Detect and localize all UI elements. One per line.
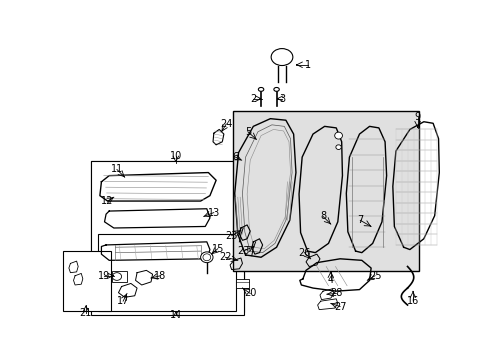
Ellipse shape	[112, 273, 122, 280]
Bar	[98, 234, 236, 311]
Text: 28: 28	[329, 288, 342, 298]
Text: 8: 8	[319, 211, 325, 221]
Text: 15: 15	[211, 244, 224, 254]
Text: 26: 26	[298, 248, 310, 258]
Text: 21: 21	[80, 308, 92, 318]
Ellipse shape	[200, 252, 213, 263]
Text: 19: 19	[98, 271, 110, 281]
Bar	[90, 267, 244, 312]
Text: 20: 20	[244, 288, 256, 298]
Text: 24: 24	[220, 119, 232, 129]
Text: 23: 23	[225, 231, 237, 241]
Text: 13: 13	[207, 208, 220, 217]
Ellipse shape	[334, 132, 342, 139]
Bar	[90, 161, 244, 267]
Text: 12: 12	[101, 196, 114, 206]
Text: 17: 17	[117, 296, 129, 306]
Ellipse shape	[273, 87, 279, 91]
Text: 1: 1	[305, 60, 311, 70]
Text: 2: 2	[250, 94, 256, 104]
Text: 23: 23	[237, 246, 249, 256]
Bar	[236, 279, 248, 288]
Text: 5: 5	[244, 127, 250, 137]
Bar	[233, 111, 418, 271]
Bar	[62, 251, 110, 311]
Text: 22: 22	[219, 252, 231, 262]
Ellipse shape	[258, 87, 263, 91]
Text: 25: 25	[368, 271, 381, 281]
Text: 16: 16	[406, 296, 418, 306]
Text: 9: 9	[414, 112, 420, 122]
Text: 6: 6	[232, 152, 238, 162]
Text: 18: 18	[154, 271, 166, 281]
Ellipse shape	[270, 49, 292, 66]
Bar	[90, 161, 244, 315]
Text: 4: 4	[327, 275, 333, 285]
Text: 11: 11	[111, 165, 123, 175]
Text: 3: 3	[278, 94, 285, 104]
Text: 27: 27	[333, 302, 346, 311]
Ellipse shape	[335, 145, 341, 149]
Ellipse shape	[203, 254, 210, 261]
Text: 10: 10	[169, 152, 182, 161]
Text: 14: 14	[169, 310, 182, 320]
Text: 7: 7	[356, 215, 363, 225]
Bar	[111, 271, 127, 282]
